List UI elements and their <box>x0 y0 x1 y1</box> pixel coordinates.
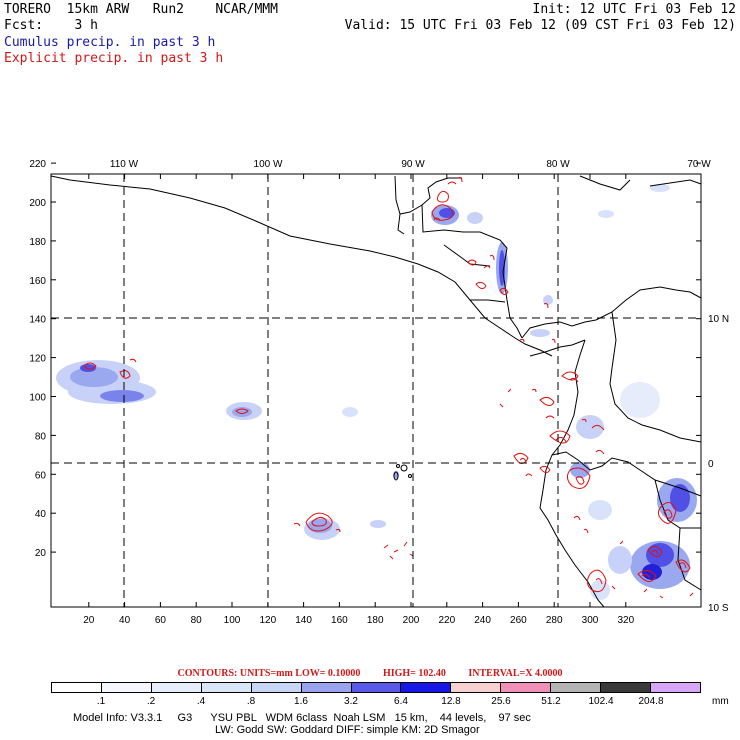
coastlines <box>50 175 702 608</box>
x-tick-label: 200 <box>403 615 420 626</box>
colorbar-label: .4 <box>196 696 206 707</box>
colorbar-label: 6.4 <box>394 696 408 707</box>
colorbar-swatch <box>301 683 352 692</box>
colorbar-swatch <box>551 683 602 692</box>
x-axis-ticks: 20 40 60 80 100 120 140 160 180 200 220 240 260 280 30… <box>83 174 635 626</box>
model-info: Model Info: V3.3.1 G3 YSU PBL WDM 6class… <box>73 712 531 724</box>
contour-info: CONTOURS: UNITS=mm LOW= 0.10000 HIGH= 10… <box>0 668 740 679</box>
contour-units-low: CONTOURS: UNITS=mm LOW= 0.10000 <box>177 668 361 679</box>
colorbar-swatch <box>251 683 302 692</box>
forecast-hour: Fcst: 3 h <box>4 18 98 33</box>
x-tick-label: 40 <box>119 615 131 626</box>
lat-label-10n: 10 N <box>708 314 729 325</box>
precip-colorbar <box>51 682 701 693</box>
colorbar-swatch <box>651 683 700 692</box>
y-tick-label: 140 <box>29 315 46 326</box>
x-tick-label: 180 <box>367 615 384 626</box>
lon-label-70w: 70 W <box>687 159 711 170</box>
lon-label-90w: 90 W <box>401 159 425 170</box>
colorbar-swatch <box>351 683 402 692</box>
y-tick-label: 20 <box>35 548 47 559</box>
lat-label-10s: 10 S <box>708 603 729 614</box>
model-title: TORERO 15km ARW Run2 NCAR/MMM <box>4 2 278 17</box>
x-tick-label: 80 <box>191 615 203 626</box>
colorbar-label: 12.8 <box>441 696 461 707</box>
colorbar-swatch <box>501 683 552 692</box>
map-frame <box>50 173 702 608</box>
colorbar-label: 25.6 <box>491 696 511 707</box>
x-tick-label: 240 <box>474 615 491 626</box>
cumulus-precip-shading <box>56 184 697 600</box>
contour-interval: INTERVAL=X 4.0000 <box>468 668 563 679</box>
x-tick-label: 20 <box>83 615 95 626</box>
x-tick-label: 160 <box>331 615 348 626</box>
colorbar-label: 1.6 <box>294 696 308 707</box>
colorbar-swatch <box>401 683 452 692</box>
colorbar-swatch <box>201 683 252 692</box>
y-tick-label: 60 <box>35 470 47 481</box>
init-time: Init: 12 UTC Fri 03 Feb 12 <box>532 2 737 17</box>
contour-high: HIGH= 102.40 <box>382 668 446 679</box>
colorbar-label: 51.2 <box>541 696 561 707</box>
x-tick-label: 120 <box>259 615 276 626</box>
x-tick-label: 300 <box>582 615 599 626</box>
lon-label-80w: 80 W <box>546 159 570 170</box>
x-tick-label: 140 <box>295 615 312 626</box>
colorbar-swatch <box>601 683 652 692</box>
top-lon-labels: 110 W 100 W 90 W 80 W 70 W <box>110 159 711 170</box>
graticule <box>51 174 701 607</box>
y-tick-label: 180 <box>29 237 46 248</box>
lon-label-100w: 100 W <box>254 159 283 170</box>
x-tick-label: 100 <box>224 615 241 626</box>
physics-info: LW: Godd SW: Goddard DIFF: simple KM: 2D… <box>215 724 480 736</box>
colorbar-label: 204.8 <box>638 696 664 707</box>
y-tick-label: 200 <box>29 198 46 209</box>
colorbar-swatch <box>451 683 502 692</box>
colorbar-swatch <box>151 683 202 692</box>
x-tick-label: 220 <box>438 615 455 626</box>
y-tick-label: 220 <box>29 159 46 170</box>
cumulus-legend-label: Cumulus precip. in past 3 h <box>4 35 216 50</box>
colorbar-label: .8 <box>246 696 256 707</box>
colorbar-label: .1 <box>96 696 106 707</box>
x-tick-label: 320 <box>617 615 634 626</box>
precip-map: 110 W 100 W 90 W 80 W 70 W <box>29 159 729 626</box>
x-tick-label: 260 <box>510 615 527 626</box>
colorbar-label: 3.2 <box>344 696 358 707</box>
y-axis-ticks: 220 200 180 160 140 120 100 80 60 40 20 <box>29 159 701 559</box>
colorbar-labels: .1 .2 .4 .8 1.6 3.2 6.4 12.8 25.6 51.2 102.4 204.8 <box>0 696 740 708</box>
y-tick-label: 160 <box>29 276 46 287</box>
lon-label-110w: 110 W <box>110 159 139 170</box>
colorbar-unit: mm <box>712 696 729 707</box>
x-tick-label: 60 <box>155 615 167 626</box>
colorbar-label: 102.4 <box>588 696 614 707</box>
lat-label-0: 0 <box>708 459 714 470</box>
colorbar-swatch <box>101 683 152 692</box>
y-tick-label: 100 <box>29 393 46 404</box>
colorbar-label: .2 <box>146 696 156 707</box>
y-tick-label: 40 <box>35 509 47 520</box>
explicit-legend-label: Explicit precip. in past 3 h <box>4 51 224 66</box>
valid-time: Valid: 15 UTC Fri 03 Feb 12 (09 CST Fri … <box>344 18 736 33</box>
y-tick-label: 120 <box>29 354 46 365</box>
right-lat-labels: 10 N 0 10 S <box>708 314 729 614</box>
y-tick-label: 80 <box>35 431 47 442</box>
colorbar-swatch <box>52 683 102 692</box>
x-tick-label: 280 <box>546 615 563 626</box>
